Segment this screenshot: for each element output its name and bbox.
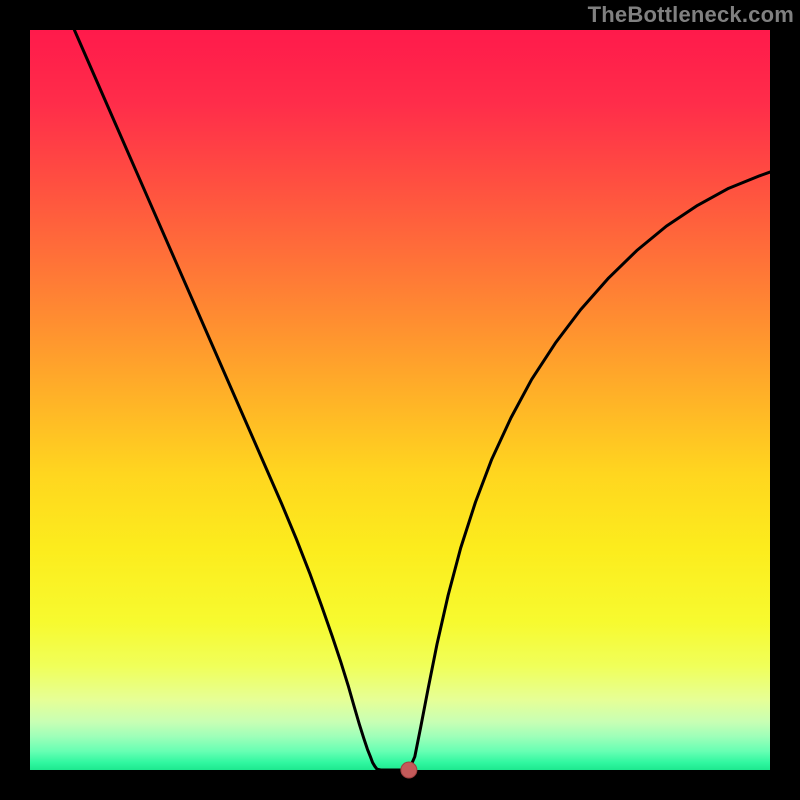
min-marker <box>401 762 417 778</box>
watermark-text: TheBottleneck.com <box>588 2 794 28</box>
chart-container: TheBottleneck.com <box>0 0 800 800</box>
plot-background <box>30 30 770 770</box>
bottleneck-chart <box>0 0 800 800</box>
